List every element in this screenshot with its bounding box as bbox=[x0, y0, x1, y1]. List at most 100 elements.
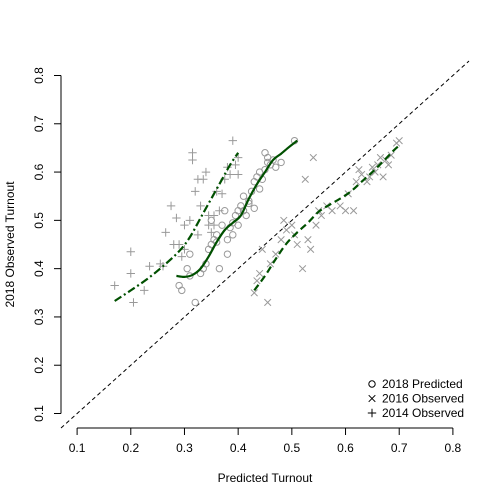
data-point bbox=[263, 153, 272, 162]
x-tick-label: 0.1 bbox=[69, 441, 86, 455]
data-point bbox=[207, 228, 216, 237]
legend-item: 2014 Observed bbox=[367, 406, 464, 420]
data-point bbox=[166, 201, 176, 211]
y-tick-label: 0.8 bbox=[32, 67, 46, 84]
legend-label: 2018 Predicted bbox=[382, 377, 463, 391]
data-point bbox=[212, 231, 221, 239]
data-point bbox=[209, 220, 219, 230]
fit-lines-layer bbox=[114, 139, 400, 302]
data-point bbox=[395, 137, 403, 145]
x-tick-label: 0.4 bbox=[230, 441, 247, 455]
data-point bbox=[349, 207, 358, 215]
data-point bbox=[277, 158, 285, 167]
data-point bbox=[177, 252, 186, 261]
y-tick-label: 0.4 bbox=[32, 260, 46, 277]
fit-line-solid bbox=[176, 139, 298, 278]
data-point bbox=[180, 220, 189, 230]
data-point bbox=[207, 216, 216, 225]
x-axis-title: Predicted Turnout bbox=[218, 471, 313, 485]
data-point bbox=[193, 230, 203, 240]
data-point bbox=[277, 236, 285, 244]
data-point bbox=[126, 247, 135, 256]
legend-symbol bbox=[368, 380, 376, 388]
data-point bbox=[129, 298, 138, 307]
points-layer bbox=[110, 136, 403, 307]
data-point bbox=[234, 221, 242, 229]
data-point bbox=[204, 211, 213, 220]
data-point bbox=[185, 216, 195, 225]
fit-line-dashdot bbox=[114, 152, 240, 302]
x-tick-label: 0.7 bbox=[391, 441, 408, 455]
data-point bbox=[186, 250, 194, 258]
data-point bbox=[161, 228, 170, 237]
data-point bbox=[217, 189, 227, 198]
x-tick-label: 0.6 bbox=[337, 441, 354, 455]
data-point bbox=[110, 281, 119, 290]
data-point bbox=[215, 206, 224, 215]
data-point bbox=[355, 165, 363, 174]
data-point bbox=[175, 281, 183, 290]
data-point bbox=[376, 153, 385, 162]
data-point bbox=[357, 170, 366, 179]
y-tick-label: 0.3 bbox=[32, 308, 46, 325]
data-point bbox=[233, 153, 243, 162]
legend-item: 2016 Observed bbox=[368, 392, 464, 406]
data-point bbox=[264, 298, 272, 307]
reference-line bbox=[60, 60, 470, 429]
y-tick-label: 0.1 bbox=[32, 405, 46, 422]
data-point bbox=[258, 245, 266, 253]
data-point bbox=[384, 161, 393, 169]
data-point bbox=[223, 250, 232, 258]
legend-symbol bbox=[368, 394, 376, 403]
legend-symbol bbox=[367, 408, 377, 418]
data-point bbox=[266, 260, 275, 268]
y-tick-label: 0.6 bbox=[32, 163, 46, 180]
legend-item: 2018 Predicted bbox=[368, 377, 463, 391]
data-point bbox=[126, 269, 135, 278]
data-point bbox=[229, 231, 237, 239]
data-point bbox=[196, 201, 205, 211]
data-point bbox=[253, 277, 261, 285]
series-x bbox=[250, 137, 403, 307]
data-point bbox=[191, 187, 200, 196]
data-point bbox=[228, 136, 237, 145]
data-point bbox=[306, 245, 315, 253]
data-point bbox=[352, 178, 360, 186]
data-point bbox=[174, 240, 184, 249]
data-point bbox=[237, 202, 245, 210]
data-point bbox=[193, 175, 203, 184]
data-point bbox=[140, 286, 149, 295]
fit-line-dashed bbox=[253, 144, 400, 292]
legend-label: 2014 Observed bbox=[382, 406, 464, 420]
axes-layer: 0.1 0.2 0.3 0.4 0.5 0.6 0.7 0.8 0.1 0.2 0.3 0.4 0.5 0… bbox=[32, 67, 462, 455]
data-point bbox=[255, 185, 264, 193]
data-point bbox=[368, 163, 377, 171]
data-point bbox=[280, 216, 288, 225]
data-point bbox=[223, 235, 232, 244]
data-point bbox=[250, 289, 258, 297]
data-point bbox=[239, 192, 248, 200]
y-axis-title: 2018 Observed Turnout bbox=[3, 181, 17, 308]
data-point bbox=[374, 161, 382, 169]
data-point bbox=[272, 163, 280, 171]
y-tick-label: 0.7 bbox=[32, 115, 46, 132]
data-point bbox=[328, 207, 336, 215]
data-point bbox=[188, 155, 197, 165]
data-point bbox=[304, 236, 312, 244]
data-point bbox=[178, 286, 186, 295]
y-tick-label: 0.2 bbox=[32, 357, 46, 374]
data-point bbox=[272, 250, 280, 258]
data-point bbox=[218, 221, 226, 229]
data-point bbox=[298, 264, 307, 273]
data-point bbox=[250, 204, 258, 212]
x-tick-label: 0.2 bbox=[122, 441, 139, 455]
data-point bbox=[293, 240, 301, 249]
data-point bbox=[145, 262, 154, 271]
series-plus bbox=[110, 136, 243, 307]
data-point bbox=[201, 167, 211, 177]
data-point bbox=[183, 264, 191, 273]
x-tick-label: 0.3 bbox=[176, 441, 193, 455]
data-point bbox=[239, 206, 248, 215]
x-tick-label: 0.8 bbox=[445, 441, 462, 455]
